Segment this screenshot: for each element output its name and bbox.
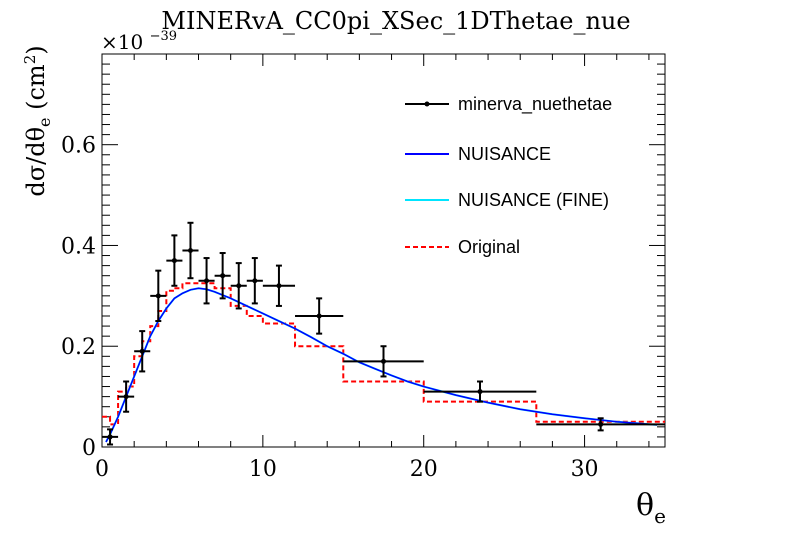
data-marker xyxy=(187,248,193,253)
legend-label: NUISANCE xyxy=(458,144,551,164)
data-point xyxy=(182,221,199,280)
data-marker xyxy=(276,283,282,289)
y-multiplier-exponent: −39 xyxy=(150,29,177,44)
y-multiplier-base: ×10 xyxy=(101,30,143,54)
legend-entry: minerva_nuethetae xyxy=(405,94,612,115)
data-point xyxy=(118,380,135,413)
legend-marker xyxy=(424,101,430,107)
x-axis-label-sub: e xyxy=(654,504,666,528)
data-marker xyxy=(139,348,145,354)
data-point xyxy=(295,297,344,335)
legend-entry: NUISANCE (FINE) xyxy=(405,190,609,210)
legend-label: minerva_nuethetae xyxy=(458,94,612,115)
data-point xyxy=(150,269,167,323)
nuisance-line xyxy=(105,287,658,443)
data-marker xyxy=(204,278,210,284)
data-marker xyxy=(123,394,129,400)
y-axis-label-unit-sup: 2 xyxy=(21,55,39,65)
y-axis-label-sub: e xyxy=(35,118,54,127)
data-point xyxy=(343,345,424,378)
axis-ticks xyxy=(101,53,665,448)
y-axis-label-unit: (cm xyxy=(22,64,50,117)
data-point xyxy=(198,257,215,305)
x-tick-label: 10 xyxy=(249,457,277,482)
data-point xyxy=(246,257,263,305)
legend-label: Original xyxy=(458,237,520,257)
legend-label: NUISANCE (FINE) xyxy=(458,190,609,210)
y-axis-label-close: ) xyxy=(22,45,50,54)
x-axis-label: θe xyxy=(636,488,666,528)
data-marker xyxy=(381,358,386,364)
legend-entry: Original xyxy=(405,237,520,257)
nuisance-series xyxy=(105,287,658,443)
data-marker xyxy=(171,258,177,264)
data-marker xyxy=(236,283,242,289)
legend: minerva_nuethetae NUISANCE NUISANCE (FINE)… xyxy=(405,94,612,257)
chart-title: MINERvA_CC0pi_XSec_1DThetae_nue xyxy=(161,7,630,35)
plot-area xyxy=(101,53,666,448)
data-point xyxy=(230,262,247,310)
x-tick-label: 20 xyxy=(410,457,438,482)
data-point xyxy=(423,380,537,403)
y-axis-label-main: dσ/dθ xyxy=(22,127,50,197)
data-point xyxy=(262,264,296,307)
x-axis-label-main: θ xyxy=(636,488,654,523)
data-marker xyxy=(252,278,258,284)
x-tick-label: 30 xyxy=(571,457,599,482)
y-axis-label: dσ/dθe (cm2) xyxy=(21,45,54,196)
y-tick-label: 0.6 xyxy=(61,134,96,159)
data-marker xyxy=(155,293,161,299)
legend-entry: NUISANCE xyxy=(405,144,551,164)
data-marker xyxy=(477,389,483,395)
axis-tick-labels: 0 10 20 30 0 0.2 0.4 0.6 xyxy=(61,134,599,482)
nuisance-fine-line xyxy=(105,287,658,443)
x-tick-label: 0 xyxy=(95,457,109,482)
plot-border xyxy=(101,53,666,448)
data-point xyxy=(536,417,665,432)
y-tick-label: 0.4 xyxy=(61,234,96,259)
data-point xyxy=(102,428,119,446)
data-point xyxy=(166,234,183,287)
data-marker xyxy=(107,434,113,440)
data-marker xyxy=(220,273,226,279)
data-point xyxy=(134,330,151,373)
data-point xyxy=(214,252,231,300)
y-multiplier: ×10 −39 xyxy=(101,29,177,54)
y-tick-label: 0 xyxy=(82,436,96,461)
y-tick-label: 0.2 xyxy=(61,335,96,360)
data-marker xyxy=(316,313,322,319)
minerva-data-series xyxy=(102,221,665,446)
data-marker xyxy=(598,421,604,427)
